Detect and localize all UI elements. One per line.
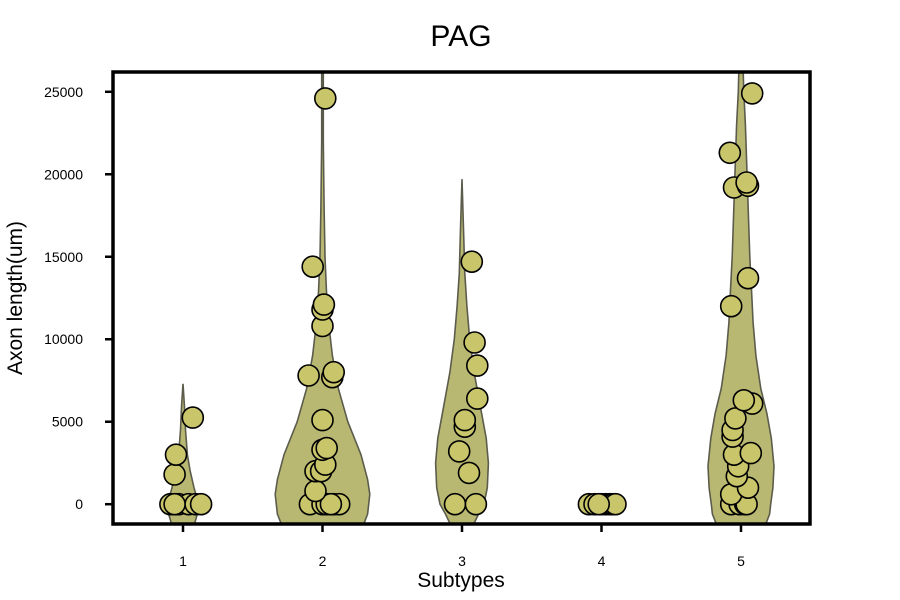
data-point (740, 82, 764, 105)
violin-3 (434, 179, 490, 524)
data-point (322, 360, 346, 384)
data-point (453, 408, 477, 432)
x-tick-label: 5 (737, 553, 745, 569)
data-point (732, 388, 756, 412)
y-tick-label: 15000 (44, 249, 83, 265)
data-point (313, 87, 337, 110)
data-point (465, 387, 489, 410)
chart-title: PAG (430, 20, 491, 53)
data-point (301, 255, 325, 279)
x-axis: 1 2 3 4 5 (179, 524, 745, 569)
x-tick-label: 2 (319, 553, 327, 569)
data-point (465, 354, 489, 377)
data-point (304, 479, 327, 503)
data-point (464, 492, 488, 516)
x-tick-label: 3 (458, 553, 466, 569)
data-point (735, 171, 758, 194)
y-axis-label: Axon length(um) (4, 221, 27, 375)
x-axis-label: Subtypes (417, 569, 505, 592)
data-point (460, 250, 484, 274)
data-point (719, 294, 743, 318)
data-point (447, 440, 471, 463)
data-point (163, 492, 186, 516)
plot-frame (111, 70, 812, 526)
x-tick-label: 4 (598, 553, 606, 569)
data-point (312, 293, 336, 316)
data-point (587, 492, 611, 516)
data-point (457, 461, 481, 485)
points-layer (159, 82, 764, 516)
y-tick-label: 25000 (44, 84, 83, 100)
y-axis: 0 5000 10000 15000 20000 25000 (44, 84, 113, 512)
data-point (736, 266, 760, 290)
data-point (311, 408, 334, 432)
data-point (315, 436, 339, 460)
data-point (443, 492, 467, 516)
data-point (724, 407, 747, 430)
data-point (163, 463, 186, 486)
y-tick-label: 0 (75, 496, 83, 512)
data-point (164, 443, 188, 467)
y-tick-label: 5000 (52, 414, 83, 430)
data-point (463, 331, 486, 354)
data-point (189, 492, 213, 516)
data-point (297, 364, 320, 387)
x-tick-label: 1 (179, 553, 187, 569)
data-point (319, 492, 343, 516)
y-tick-label: 10000 (44, 331, 83, 347)
data-point (718, 141, 742, 165)
data-point (739, 441, 763, 465)
data-point (181, 406, 205, 429)
y-tick-label: 20000 (44, 166, 83, 182)
